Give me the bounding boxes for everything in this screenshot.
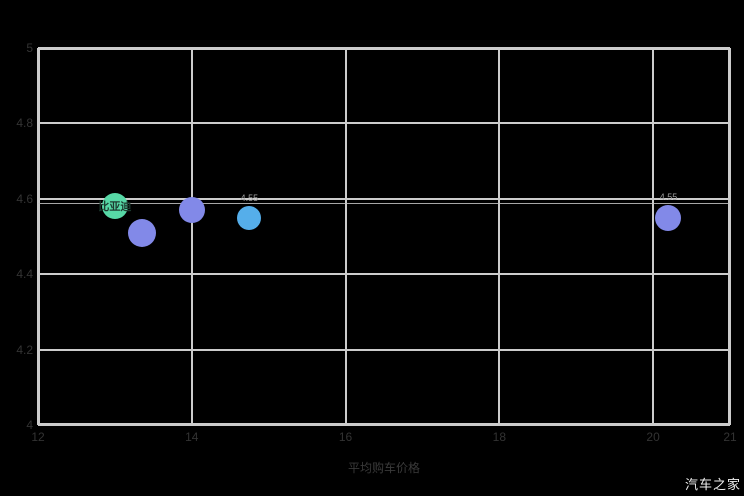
- data-point-label: 比亚迪: [98, 201, 132, 214]
- watermark-autohome-logo: 汽车之家: [684, 477, 741, 492]
- gridline-x-18: [498, 48, 501, 425]
- data-point-label: 4.55: [659, 191, 678, 202]
- gridline-x-12: [37, 48, 39, 425]
- y-tick-label-4.6: 4.6: [16, 191, 33, 206]
- reference-line: [38, 202, 730, 204]
- y-tick-label-4.8: 4.8: [16, 116, 33, 131]
- gridline-y-4.8: [38, 122, 730, 125]
- gridline-y-4.6: [38, 197, 730, 200]
- gridline-x-14: [190, 48, 193, 425]
- gridline-x-21: [729, 48, 731, 425]
- data-point-1[interactable]: 比亚迪: [98, 193, 131, 220]
- gridline-y-4.2: [38, 348, 730, 351]
- x-tick-label-18: 18: [492, 430, 506, 444]
- y-tick-label-4: 4: [26, 418, 33, 432]
- x-tick-label-16: 16: [338, 430, 353, 444]
- gridline-y-4.4: [38, 273, 730, 276]
- x-tick-label-20: 20: [646, 430, 660, 444]
- x-tick-label-21: 21: [723, 430, 737, 444]
- data-point-5[interactable]: [655, 204, 682, 231]
- data-point-label: 4.55: [240, 192, 259, 203]
- x-tick-label-14: 14: [185, 430, 199, 444]
- gridline-y-5: [38, 47, 730, 49]
- data-point-3[interactable]: [178, 197, 205, 224]
- gridline-x-16: [344, 48, 347, 425]
- y-tick-label-5: 5: [26, 41, 33, 55]
- gridline-y-4: [38, 424, 730, 426]
- y-tick-label-4.2: 4.2: [16, 342, 33, 357]
- data-point-4[interactable]: [237, 205, 262, 230]
- x-axis-title: 平均购车价格: [347, 461, 420, 475]
- data-point-2[interactable]: [127, 218, 156, 247]
- gridline-x-20: [652, 48, 655, 425]
- y-tick-label-4.4: 4.4: [16, 267, 33, 282]
- x-tick-label-12: 12: [31, 430, 45, 444]
